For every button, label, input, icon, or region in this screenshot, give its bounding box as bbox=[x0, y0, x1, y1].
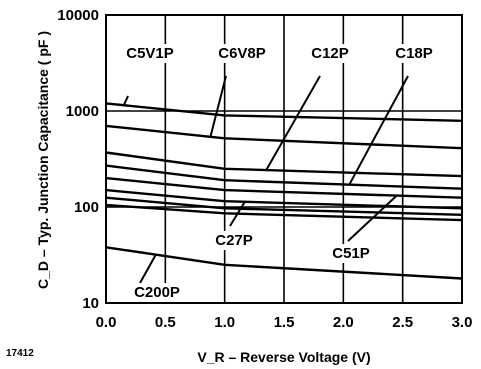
x-axis-title: V_R – Reverse Voltage (V) bbox=[197, 349, 370, 365]
annotation-leader bbox=[209, 75, 227, 138]
annotation-backdrop bbox=[328, 244, 374, 263]
annotation-label: C18P bbox=[395, 45, 433, 62]
series-line bbox=[105, 102, 463, 122]
annotation-backdrop bbox=[391, 44, 437, 63]
annotation-leader bbox=[229, 201, 246, 227]
x-tick-label: 2.0 bbox=[333, 314, 354, 331]
annotation-backdrop bbox=[122, 44, 178, 63]
series-line bbox=[105, 124, 463, 150]
annotation-labels: C5V1P C6V8P C12P C18P C27P C51P C200P bbox=[122, 44, 437, 302]
x-tick-label: 3.0 bbox=[452, 314, 473, 331]
x-tick-label: 0.0 bbox=[96, 314, 117, 331]
x-tick-label: 1.0 bbox=[214, 314, 235, 331]
annotation-leader bbox=[347, 194, 398, 242]
annotation-leader bbox=[139, 254, 157, 284]
annotation-leaders bbox=[122, 75, 409, 284]
y-tick-label: 1000 bbox=[66, 103, 99, 120]
annotation-backdrop bbox=[129, 283, 185, 302]
x-tick-labels: 0.0 0.5 1.0 1.5 2.0 2.5 3.0 bbox=[96, 314, 473, 331]
y-tick-label: 100 bbox=[74, 199, 99, 216]
series-line bbox=[105, 196, 463, 216]
annotation-label: C6V8P bbox=[218, 45, 266, 62]
annotation-leader bbox=[122, 95, 129, 106]
annotation-backdrop bbox=[307, 44, 353, 63]
annotation-label: C12P bbox=[311, 45, 349, 62]
x-tick-label: 1.5 bbox=[274, 314, 295, 331]
series-line bbox=[105, 188, 463, 210]
plot-frame bbox=[105, 14, 463, 304]
y-tick-labels: 10 100 1000 10000 bbox=[57, 7, 99, 312]
y-tick-label: 10 bbox=[82, 295, 99, 312]
x-tick-label: 0.5 bbox=[155, 314, 176, 331]
figure-id: 17412 bbox=[6, 348, 34, 359]
y-axis-title: C_D – Typ. Junction Capacitance ( pF ) bbox=[35, 31, 51, 289]
x-tick-label: 2.5 bbox=[392, 314, 413, 331]
annotation-label: C51P bbox=[332, 245, 370, 262]
series-line bbox=[105, 203, 463, 222]
annotation-leader bbox=[265, 75, 321, 171]
series-line bbox=[105, 176, 463, 199]
annotation-label: C27P bbox=[215, 232, 253, 249]
series-line bbox=[105, 164, 463, 190]
series-curves bbox=[105, 102, 463, 280]
annotation-backdrop bbox=[211, 231, 257, 250]
series-line bbox=[105, 246, 463, 280]
annotation-backdrop bbox=[214, 44, 270, 63]
annotation-label: C200P bbox=[134, 284, 180, 301]
annotation-label: C5V1P bbox=[126, 45, 174, 62]
y-tick-label: 10000 bbox=[57, 7, 99, 24]
annotation-leader bbox=[348, 75, 409, 186]
series-line bbox=[105, 151, 463, 178]
